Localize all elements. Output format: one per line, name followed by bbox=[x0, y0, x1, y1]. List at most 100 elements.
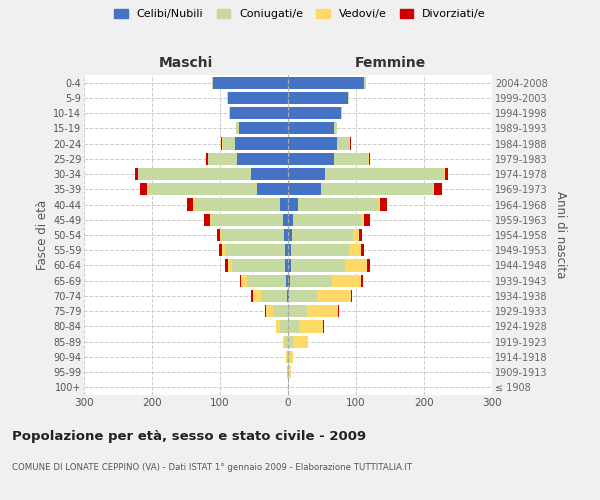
Bar bbox=[348, 92, 349, 104]
Bar bbox=[380, 198, 387, 210]
Bar bbox=[288, 92, 348, 104]
Bar bbox=[299, 320, 323, 332]
Bar bbox=[288, 274, 290, 287]
Bar bbox=[135, 168, 138, 180]
Bar bbox=[345, 260, 367, 272]
Bar bbox=[228, 260, 232, 272]
Bar bbox=[251, 168, 288, 180]
Bar bbox=[247, 274, 286, 287]
Bar bbox=[273, 305, 288, 318]
Bar bbox=[205, 214, 210, 226]
Bar bbox=[290, 351, 293, 363]
Bar bbox=[221, 138, 222, 149]
Bar bbox=[289, 366, 291, 378]
Bar bbox=[292, 244, 349, 256]
Bar bbox=[241, 274, 247, 287]
Bar bbox=[225, 244, 284, 256]
Bar bbox=[361, 274, 363, 287]
Bar bbox=[229, 107, 230, 119]
Bar bbox=[149, 183, 257, 196]
Bar bbox=[364, 76, 365, 88]
Bar bbox=[232, 260, 285, 272]
Bar bbox=[349, 244, 361, 256]
Bar bbox=[367, 260, 370, 272]
Bar bbox=[257, 183, 288, 196]
Bar bbox=[211, 214, 283, 226]
Bar bbox=[280, 320, 288, 332]
Bar bbox=[288, 366, 289, 378]
Bar bbox=[213, 76, 288, 88]
Bar bbox=[288, 336, 293, 348]
Bar bbox=[307, 305, 338, 318]
Bar bbox=[251, 290, 253, 302]
Bar bbox=[240, 274, 241, 287]
Bar bbox=[283, 214, 288, 226]
Bar bbox=[338, 305, 339, 318]
Bar bbox=[237, 152, 288, 165]
Bar bbox=[239, 122, 288, 134]
Bar bbox=[288, 76, 364, 88]
Bar bbox=[337, 138, 349, 149]
Bar bbox=[193, 198, 195, 210]
Bar bbox=[433, 183, 434, 196]
Bar bbox=[288, 260, 291, 272]
Bar bbox=[212, 76, 213, 88]
Bar bbox=[206, 152, 208, 165]
Legend: Celibi/Nubili, Coniugati/e, Vedovi/e, Divorziati/e: Celibi/Nubili, Coniugati/e, Vedovi/e, Di… bbox=[111, 6, 489, 22]
Bar bbox=[222, 244, 225, 256]
Bar bbox=[293, 336, 308, 348]
Bar bbox=[195, 198, 280, 210]
Bar bbox=[287, 290, 288, 302]
Bar bbox=[288, 290, 289, 302]
Bar bbox=[217, 229, 220, 241]
Bar bbox=[332, 274, 361, 287]
Bar bbox=[288, 229, 292, 241]
Bar bbox=[222, 138, 223, 149]
Bar bbox=[280, 198, 288, 210]
Bar bbox=[368, 152, 369, 165]
Bar bbox=[287, 351, 288, 363]
Bar bbox=[235, 138, 288, 149]
Bar bbox=[288, 214, 293, 226]
Bar bbox=[284, 244, 288, 256]
Bar bbox=[445, 168, 448, 180]
Bar bbox=[147, 183, 149, 196]
Bar bbox=[359, 229, 362, 241]
Bar bbox=[288, 107, 341, 119]
Bar bbox=[288, 320, 299, 332]
Bar bbox=[230, 107, 288, 119]
Bar bbox=[320, 183, 433, 196]
Bar bbox=[286, 351, 287, 363]
Bar bbox=[253, 290, 261, 302]
Bar bbox=[236, 122, 239, 134]
Bar bbox=[285, 260, 288, 272]
Bar bbox=[228, 92, 288, 104]
Bar bbox=[288, 138, 337, 149]
Bar bbox=[361, 214, 364, 226]
Bar bbox=[287, 366, 288, 378]
Bar bbox=[261, 290, 287, 302]
Bar bbox=[334, 152, 368, 165]
Bar bbox=[288, 244, 292, 256]
Bar bbox=[288, 351, 290, 363]
Bar bbox=[291, 260, 345, 272]
Bar bbox=[266, 305, 273, 318]
Bar bbox=[318, 290, 350, 302]
Bar bbox=[349, 138, 350, 149]
Bar bbox=[334, 122, 337, 134]
Bar bbox=[138, 168, 139, 180]
Bar bbox=[350, 290, 352, 302]
Bar bbox=[288, 122, 334, 134]
Bar bbox=[221, 229, 284, 241]
Bar bbox=[290, 274, 332, 287]
Bar bbox=[210, 214, 211, 226]
Bar bbox=[218, 244, 222, 256]
Bar bbox=[288, 152, 334, 165]
Bar bbox=[364, 214, 370, 226]
Bar bbox=[284, 336, 288, 348]
Bar bbox=[325, 168, 445, 180]
Text: Maschi: Maschi bbox=[159, 56, 213, 70]
Y-axis label: Fasce di età: Fasce di età bbox=[35, 200, 49, 270]
Bar bbox=[227, 92, 228, 104]
Bar bbox=[208, 152, 237, 165]
